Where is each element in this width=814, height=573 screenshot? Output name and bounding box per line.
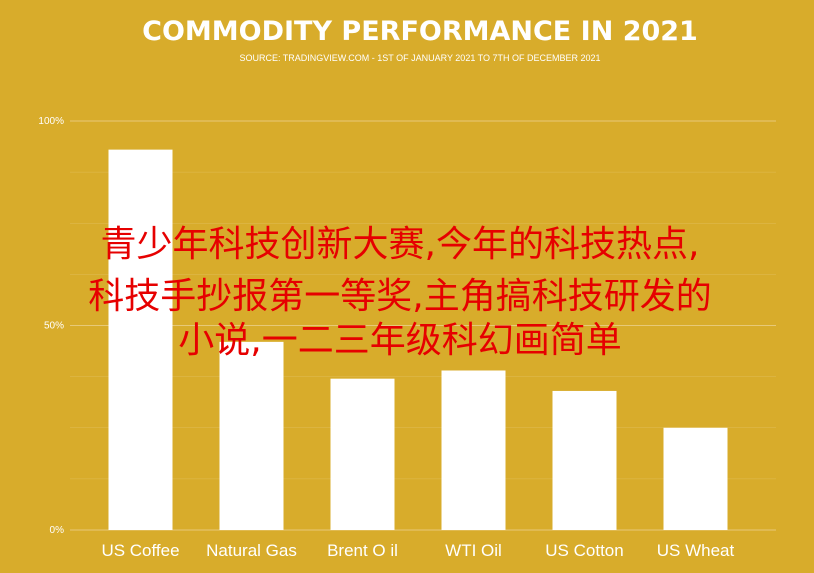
x-category-label: Brent O il: [327, 541, 398, 560]
bar: [441, 370, 506, 530]
x-category-label: US Cotton: [545, 541, 623, 560]
overlay-line-1: 青少年科技创新大赛,今年的科技热点,: [101, 224, 700, 265]
bars: [108, 149, 728, 530]
chart-subtitle: SOURCE: TRADINGVIEW.COM - 1ST OF JANUARY…: [239, 53, 600, 63]
x-category-label: Natural Gas: [206, 541, 297, 560]
x-category-label: US Coffee: [101, 541, 179, 560]
x-category-label: US Wheat: [657, 541, 735, 560]
bar: [108, 149, 173, 530]
bar: [663, 427, 728, 530]
bar: [330, 378, 395, 530]
grid-lines: [70, 120, 776, 531]
overlay-line-2: 科技手抄报第一等奖,主角搞科技研发的: [88, 276, 711, 317]
overlay-line-3: 小说,一二三年级科幻画简单: [178, 320, 621, 361]
bar: [552, 390, 617, 530]
x-category-labels: US Coffee Natural Gas Brent O il WTI Oil US …: [101, 541, 734, 560]
chart-title: COMMODITY PERFORMANCE IN 2021: [142, 16, 698, 47]
y-tick-label: 50%: [44, 321, 64, 332]
y-tick-label: 0%: [50, 525, 65, 536]
x-category-label: WTI Oil: [445, 541, 502, 560]
y-tick-labels: 0% 50% 100%: [38, 116, 64, 536]
overlay-watermark-text: 青少年科技创新大赛,今年的科技热点, 科技手抄报第一等奖,主角搞科技研发的 小说…: [88, 224, 711, 361]
bar: [219, 341, 284, 530]
y-tick-label: 100%: [38, 116, 64, 127]
